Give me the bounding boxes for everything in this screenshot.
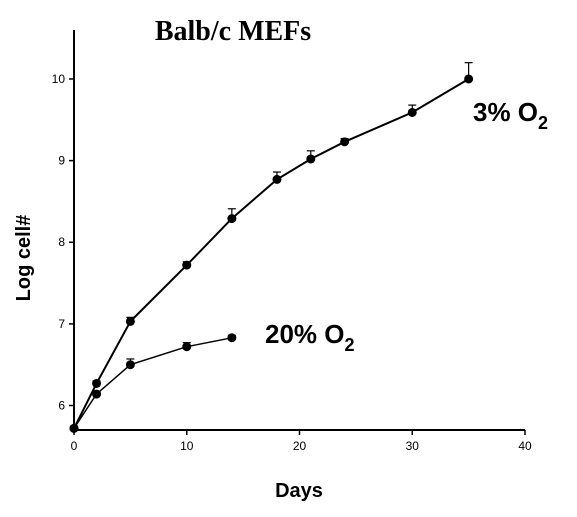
data-point	[92, 389, 102, 399]
data-point	[464, 74, 474, 84]
data-point	[125, 360, 135, 370]
x-tick-label: 20	[293, 439, 307, 453]
series-label-3pct-o2-sub: 2	[538, 113, 548, 133]
data-point	[92, 378, 102, 388]
y-tick-label: 7	[58, 317, 65, 331]
data-point	[340, 137, 350, 147]
x-ticks: 0 10 20 30 40	[71, 430, 532, 453]
data-point	[182, 260, 192, 270]
data-point	[407, 107, 417, 117]
y-ticks: 6 7 8 9 10	[52, 72, 74, 413]
chart-title: Balb/c MEFs	[155, 16, 311, 47]
x-tick-label: 10	[180, 439, 194, 453]
data-point	[306, 154, 316, 164]
data-point	[69, 423, 79, 433]
y-tick-label: 10	[52, 72, 66, 86]
axes	[73, 30, 525, 431]
y-tick-label: 6	[58, 399, 65, 413]
data-point	[125, 316, 135, 326]
series-0	[69, 62, 474, 433]
x-tick-label: 40	[518, 439, 532, 453]
data-point	[227, 214, 237, 224]
x-tick-label: 0	[71, 439, 78, 453]
y-tick-label: 9	[58, 154, 65, 168]
y-axis-label: Log cell#	[13, 215, 35, 302]
data-point	[182, 342, 192, 352]
data-point	[272, 174, 282, 184]
data-point	[227, 333, 237, 343]
series-label-20pct-o2-main: 20% O	[265, 319, 345, 349]
series-line	[73, 78, 470, 429]
series-label-3pct-o2: 3% O2	[473, 97, 548, 133]
series-1	[69, 333, 237, 433]
y-tick-label: 8	[58, 235, 65, 249]
series-label-20pct-o2-sub: 2	[345, 335, 355, 355]
x-tick-label: 30	[406, 439, 420, 453]
series-layer	[69, 62, 474, 433]
series-label-20pct-o2: 20% O2	[265, 319, 355, 355]
x-axis-label: Days	[275, 480, 323, 502]
series-label-3pct-o2-main: 3% O	[473, 97, 538, 127]
